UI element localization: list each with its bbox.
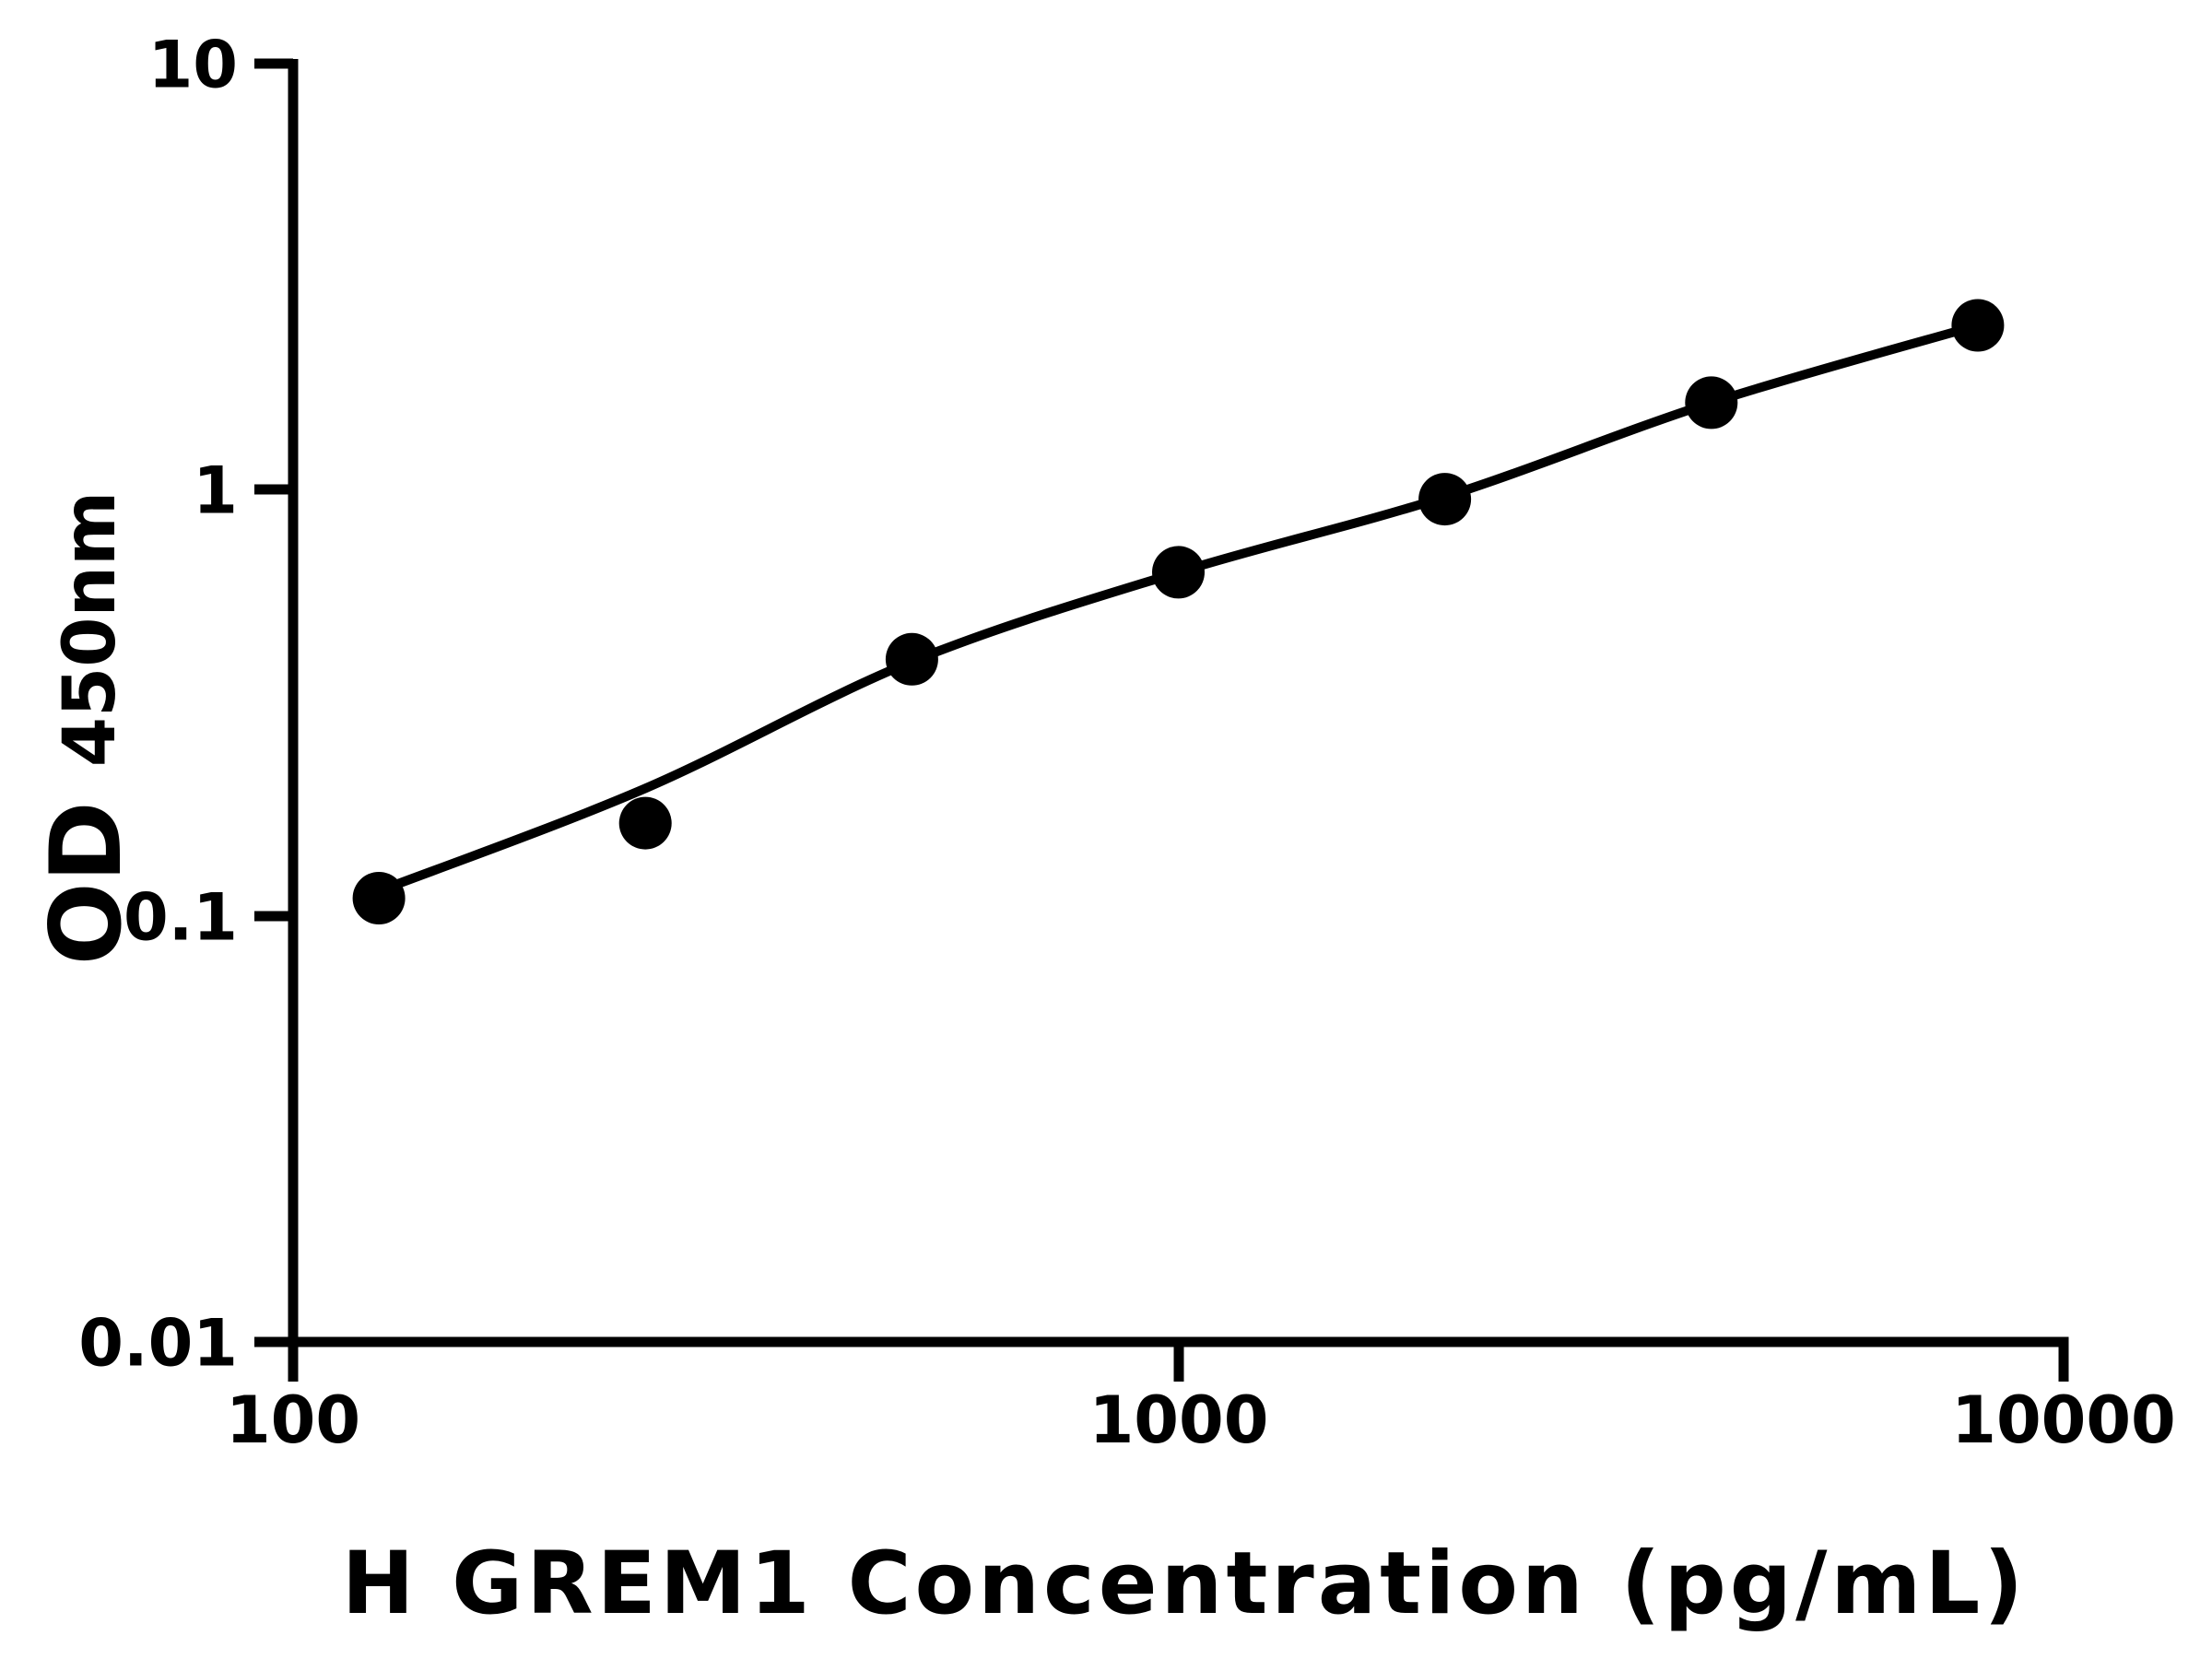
x-tick-label-10000: 10000 — [1951, 1382, 2176, 1458]
data-point — [352, 872, 406, 924]
y-axis-title-main: OD — [29, 801, 143, 965]
x-axis-title: H GREM1 Concentration (pg/mL) — [342, 1534, 2027, 1634]
x-tick-label-100: 100 — [226, 1382, 360, 1458]
data-point — [1152, 546, 1205, 599]
y-axis-title-subscript: 450nm — [49, 491, 132, 768]
data-point — [1951, 299, 2005, 352]
data-point — [885, 632, 938, 686]
fit-curve — [377, 321, 1983, 895]
y-tick-label-0.1: 0.1 — [124, 880, 238, 956]
y-axis-title: OD 450nm — [29, 491, 143, 966]
data-point — [1418, 473, 1472, 526]
x-tick-label-1000: 1000 — [1089, 1382, 1269, 1458]
data-point — [618, 796, 672, 850]
y-tick-label-10: 10 — [148, 28, 238, 103]
y-tick-label-0.01: 0.01 — [78, 1306, 238, 1382]
data-points — [352, 299, 2005, 924]
y-tick-label-1: 1 — [193, 453, 238, 529]
data-point — [1685, 376, 1738, 429]
